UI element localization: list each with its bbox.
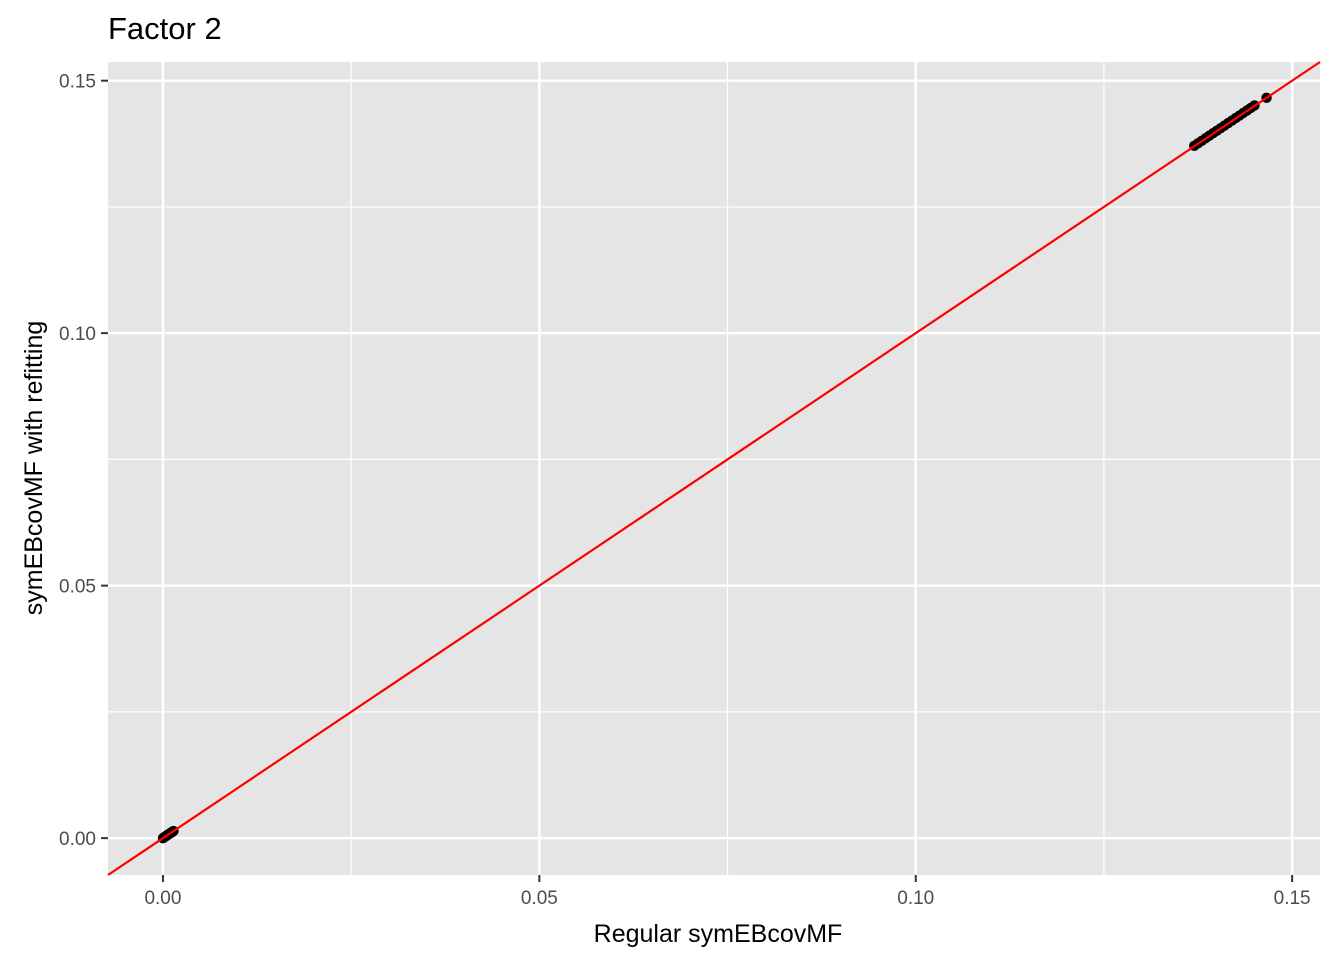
grid-minor (108, 62, 1320, 875)
x-tick-label: 0.10 (897, 888, 934, 909)
y-tick-label: 0.15 (59, 72, 96, 93)
x-axis-label: Regular symEBcovMF (594, 920, 843, 948)
x-tick-label: 0.05 (521, 888, 558, 909)
x-tick-label: 0.15 (1274, 888, 1311, 909)
y-axis-label: symEBcovMF with refitting (20, 321, 48, 616)
grid-major (108, 62, 1320, 875)
y-axis-ticks: 0.00 0.05 0.10 0.15 (59, 72, 108, 850)
y-tick-label: 0.00 (59, 829, 96, 850)
x-tick-label: 0.00 (144, 888, 181, 909)
y-tick-label: 0.05 (59, 577, 96, 598)
identity-reference-line (107, 61, 1321, 876)
y-tick-label: 0.10 (59, 324, 96, 345)
x-axis-ticks: 0.00 0.05 0.10 0.15 (144, 875, 1311, 909)
chart-title: Factor 2 (108, 11, 222, 46)
